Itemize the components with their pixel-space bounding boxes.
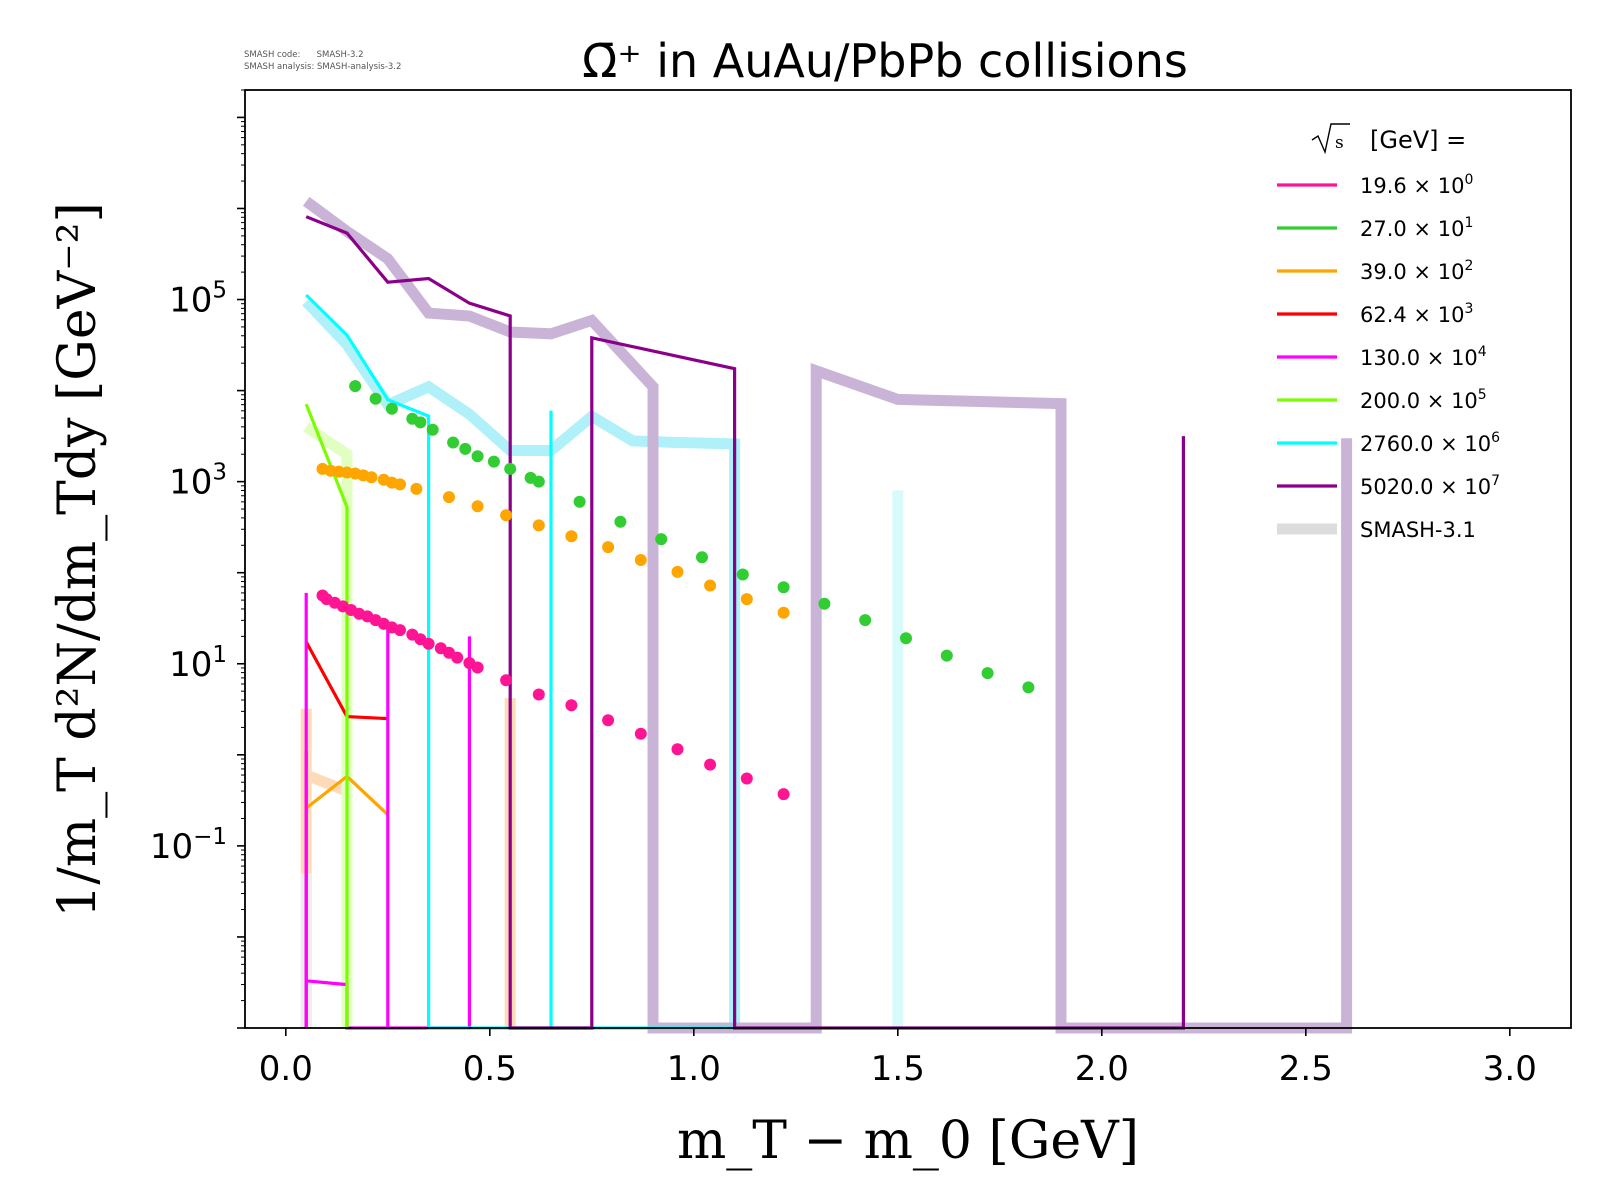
- data-point-19.6: [500, 674, 513, 687]
- data-point-39.0: [634, 554, 647, 566]
- x-axis: 0.0 0.5 1.0 1.5 2.0 2.5 3.0: [259, 1028, 1537, 1089]
- data-point-27.0: [447, 436, 460, 449]
- legend-entry: 39.0 × 102: [1360, 258, 1473, 284]
- y-tick-label: 105: [169, 278, 227, 321]
- model-layer: [304, 215, 1186, 1030]
- data-point-27.0: [696, 551, 708, 564]
- y-tick-label: 101: [169, 642, 227, 685]
- data-point-27.0: [414, 416, 427, 429]
- smash-layer: [300, 196, 1353, 1034]
- x-tick-label: 0.0: [259, 1049, 313, 1089]
- data-point-39.0: [365, 471, 378, 484]
- data-point-19.6: [740, 772, 753, 785]
- data-point-39.0: [532, 519, 545, 532]
- data-point-27.0: [426, 423, 439, 436]
- x-tick-label: 3.0: [1483, 1049, 1537, 1089]
- smash31-curve-4: [303, 422, 353, 1028]
- data-point-27.0: [777, 581, 790, 594]
- data-point-27.0: [736, 568, 749, 581]
- data-point-27.0: [981, 667, 994, 680]
- data-point-27.0: [614, 515, 627, 528]
- data-point-27.0: [573, 495, 586, 508]
- data-point-39.0: [602, 541, 615, 554]
- data-layer: [316, 380, 1035, 801]
- data-point-19.6: [532, 688, 545, 701]
- data-point-27.0: [1022, 681, 1035, 694]
- data-point-27.0: [818, 597, 831, 610]
- data-point-19.6: [777, 788, 790, 801]
- data-point-27.0: [385, 402, 398, 415]
- data-point-27.0: [859, 614, 872, 627]
- x-tick-label: 2.5: [1279, 1049, 1333, 1089]
- data-point-19.6: [671, 743, 684, 756]
- legend-entry: 62.4 × 103: [1360, 301, 1473, 327]
- data-point-27.0: [369, 392, 382, 405]
- data-point-39.0: [565, 530, 578, 543]
- y-tick-label: 103: [169, 460, 227, 503]
- x-tick-label: 1.0: [667, 1049, 721, 1089]
- data-point-27.0: [471, 450, 484, 463]
- data-point-19.6: [451, 651, 464, 664]
- data-point-39.0: [777, 606, 790, 619]
- data-point-39.0: [500, 509, 513, 522]
- smash-code-version: SMASH code: SMASH-3.2: [244, 50, 364, 60]
- data-point-27.0: [487, 455, 500, 468]
- data-point-19.6: [394, 624, 406, 637]
- smash31-curve-5: [302, 297, 741, 1028]
- x-axis-label: m_T − m_0 [GeV]: [677, 1111, 1139, 1171]
- legend-entry: 200.0 × 105: [1360, 387, 1487, 413]
- data-point-39.0: [410, 482, 423, 495]
- data-point-19.6: [634, 727, 647, 740]
- model-line-5020.0: [305, 215, 1186, 1030]
- data-point-39.0: [671, 565, 684, 578]
- legend-entry: 2760.0 × 106: [1360, 430, 1500, 456]
- legend-entry: 130.0 × 104: [1360, 344, 1487, 370]
- x-tick-label: 1.5: [871, 1049, 925, 1089]
- y-axis-label: 1/m_T d²N/dm_Tdy [GeV⁻²]: [48, 202, 108, 917]
- plot-frame: [244, 89, 1572, 1029]
- data-point-19.6: [422, 637, 435, 650]
- smash-analysis-version: SMASH analysis: SMASH-analysis-3.2: [244, 62, 402, 72]
- y-axis: 10−1 101 103 105: [150, 89, 245, 1029]
- data-point-27.0: [504, 462, 517, 475]
- model-line-130.0: [304, 592, 471, 1030]
- legend-title-sqrt: s: [1335, 133, 1344, 153]
- data-point-27.0: [900, 632, 912, 645]
- data-point-39.0: [740, 593, 753, 606]
- data-point-39.0: [704, 579, 717, 592]
- smash31-curve-7: [302, 196, 1353, 1034]
- legend-entry: 19.6 × 100: [1360, 172, 1473, 198]
- data-point-27.0: [349, 380, 362, 393]
- model-line-2760.0: [305, 293, 737, 1030]
- data-point-27.0: [940, 649, 953, 662]
- smash31-curve-1: [304, 769, 350, 797]
- legend-title: [GeV] =: [1370, 126, 1466, 154]
- chart-title: Ω̄⁺ in AuAu/PbPb collisions: [582, 34, 1188, 88]
- data-point-19.6: [471, 661, 484, 674]
- legend-entry-smash: SMASH-3.1: [1360, 518, 1476, 542]
- x-tick-label: 0.5: [463, 1049, 517, 1089]
- data-point-39.0: [394, 478, 406, 491]
- data-point-39.0: [471, 500, 484, 513]
- sqrt-icon: [1311, 123, 1350, 155]
- data-point-27.0: [655, 533, 668, 546]
- data-point-19.6: [602, 714, 615, 727]
- data-point-39.0: [443, 491, 455, 504]
- legend-entry: 27.0 × 101: [1360, 215, 1473, 241]
- data-point-27.0: [532, 475, 545, 488]
- data-point-19.6: [565, 699, 578, 712]
- data-point-19.6: [704, 758, 717, 771]
- y-tick-label: 10−1: [150, 824, 227, 867]
- x-tick-label: 2.0: [1075, 1049, 1129, 1089]
- data-point-27.0: [459, 442, 472, 455]
- model-line-200.0: [304, 403, 349, 1028]
- legend: s [GeV] = 19.6 × 100 27.0 × 101 39.0 × 102 62…: [1277, 123, 1500, 542]
- legend-entry: 5020.0 × 107: [1360, 473, 1500, 499]
